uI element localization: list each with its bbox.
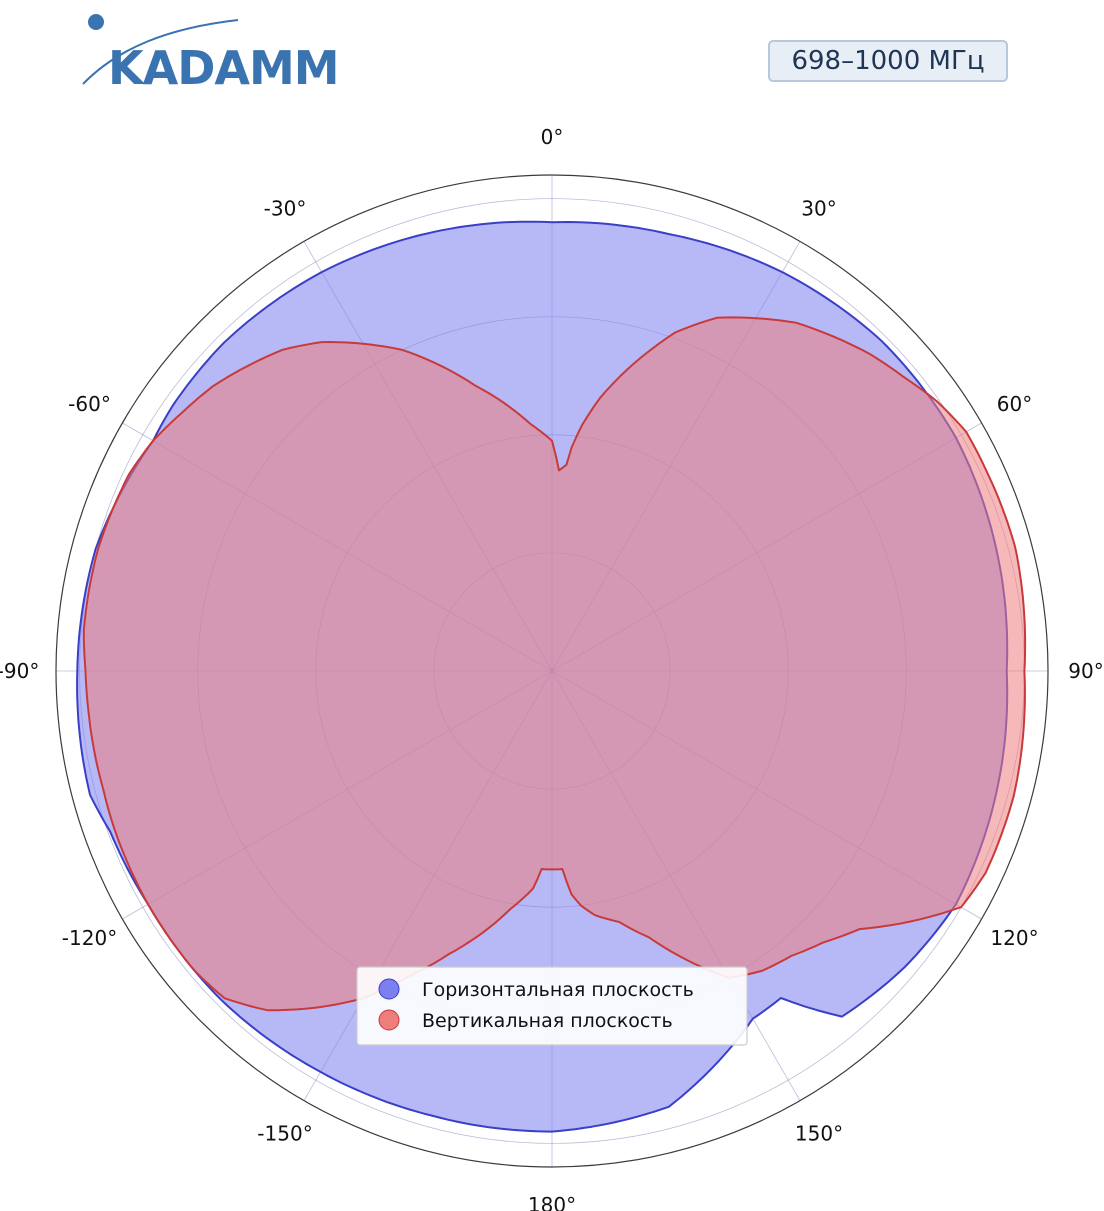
legend-marker xyxy=(378,978,400,1000)
angle-tick-label: 150° xyxy=(795,1122,843,1146)
angle-tick-label: 120° xyxy=(990,926,1038,950)
angle-ticks: 0° 30° 60° 90° 120° 150° 180° -150° -120° -90° -60… xyxy=(0,125,1104,1211)
angle-tick-label: 30° xyxy=(801,197,836,221)
kadamm-logo: KADAMM xyxy=(82,14,340,94)
series-vertical xyxy=(82,316,1027,1012)
angle-tick-label: 0° xyxy=(541,125,564,149)
logo-dot xyxy=(88,14,104,30)
legend-label: Вертикальная плоскость xyxy=(422,1010,673,1032)
angle-tick-label: -150° xyxy=(257,1122,312,1146)
legend-box xyxy=(356,966,748,1046)
series-layer xyxy=(76,220,1027,1133)
outer-circle xyxy=(55,174,1049,1168)
angle-tick-label: -30° xyxy=(264,197,307,221)
legend-label: Горизонтальная плоскость xyxy=(422,979,694,1001)
frequency-badge: 698–1000 МГц xyxy=(768,40,1008,82)
logo-wordmark: KADAMM xyxy=(108,41,339,94)
angle-tick-label: -60° xyxy=(68,392,111,416)
legend: Горизонтальная плоскость Вертикальная пло… xyxy=(356,966,748,1046)
angle-tick-label: -120° xyxy=(62,926,117,950)
angle-tick-label: -90° xyxy=(0,659,39,683)
logo-swoosh xyxy=(82,19,239,85)
angle-tick-label: 90° xyxy=(1068,659,1103,683)
legend-marker xyxy=(378,1009,400,1031)
angle-tick-label: 60° xyxy=(997,392,1032,416)
angle-tick-label: 180° xyxy=(528,1193,576,1211)
